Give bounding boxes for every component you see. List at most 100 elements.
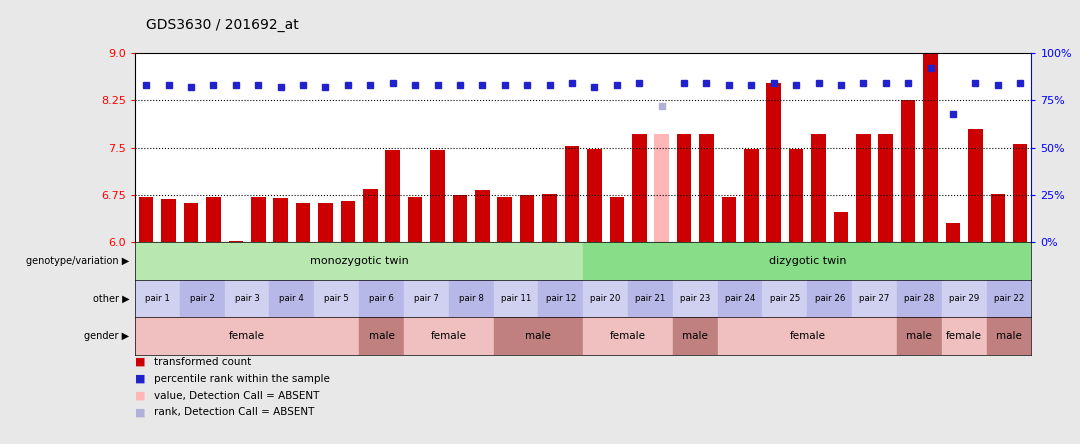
Bar: [629, 280, 673, 317]
Text: pair 24: pair 24: [725, 294, 755, 303]
Text: pair 4: pair 4: [280, 294, 305, 303]
Text: gender ▶: gender ▶: [84, 331, 130, 341]
Bar: [673, 280, 717, 317]
Text: pair 22: pair 22: [994, 294, 1024, 303]
Bar: [363, 189, 378, 242]
Bar: [852, 280, 896, 317]
Text: pair 1: pair 1: [145, 294, 170, 303]
Text: pair 11: pair 11: [501, 294, 531, 303]
Bar: [673, 317, 717, 355]
Text: pair 26: pair 26: [814, 294, 845, 303]
Bar: [923, 52, 937, 242]
Text: pair 12: pair 12: [545, 294, 576, 303]
Text: pair 7: pair 7: [414, 294, 438, 303]
Bar: [609, 197, 624, 242]
Bar: [788, 149, 804, 242]
Bar: [229, 241, 243, 242]
Bar: [968, 129, 983, 242]
Bar: [206, 197, 220, 242]
Bar: [494, 317, 583, 355]
Bar: [856, 134, 870, 242]
Bar: [319, 203, 333, 242]
Text: pair 6: pair 6: [369, 294, 394, 303]
Text: pair 20: pair 20: [591, 294, 621, 303]
Bar: [767, 83, 781, 242]
Bar: [834, 212, 848, 242]
Bar: [588, 149, 602, 242]
Bar: [273, 198, 288, 242]
Text: ■: ■: [135, 391, 146, 400]
Text: pair 21: pair 21: [635, 294, 665, 303]
Bar: [135, 317, 359, 355]
Text: value, Detection Call = ABSENT: value, Detection Call = ABSENT: [154, 391, 320, 400]
Text: pair 23: pair 23: [680, 294, 711, 303]
Bar: [565, 147, 579, 242]
Bar: [135, 242, 583, 280]
Bar: [901, 100, 916, 242]
Text: female: female: [229, 331, 265, 341]
Bar: [583, 317, 673, 355]
Bar: [811, 134, 826, 242]
Bar: [270, 280, 314, 317]
Bar: [359, 280, 404, 317]
Text: GDS3630 / 201692_at: GDS3630 / 201692_at: [146, 18, 298, 32]
Bar: [386, 150, 400, 242]
Bar: [314, 280, 359, 317]
Bar: [990, 194, 1005, 242]
Bar: [878, 134, 893, 242]
Text: pair 8: pair 8: [459, 294, 484, 303]
Bar: [404, 317, 494, 355]
Bar: [942, 280, 986, 317]
Text: male: male: [526, 331, 551, 341]
Bar: [139, 197, 153, 242]
Bar: [449, 280, 494, 317]
Bar: [654, 134, 669, 242]
Bar: [498, 197, 512, 242]
Bar: [744, 149, 758, 242]
Bar: [519, 195, 535, 242]
Bar: [453, 195, 468, 242]
Bar: [721, 197, 737, 242]
Text: female: female: [946, 331, 982, 341]
Text: pair 27: pair 27: [860, 294, 890, 303]
Bar: [184, 203, 199, 242]
Bar: [896, 317, 942, 355]
Text: dizygotic twin: dizygotic twin: [769, 256, 846, 266]
Bar: [583, 280, 629, 317]
Bar: [494, 280, 538, 317]
Text: female: female: [431, 331, 467, 341]
Bar: [942, 317, 986, 355]
Text: ■: ■: [135, 374, 146, 384]
Text: genotype/variation ▶: genotype/variation ▶: [26, 256, 130, 266]
Bar: [717, 317, 896, 355]
Bar: [135, 280, 179, 317]
Bar: [404, 280, 449, 317]
Text: male: male: [683, 331, 708, 341]
Bar: [762, 280, 807, 317]
Text: other ▶: other ▶: [93, 293, 130, 304]
Bar: [430, 150, 445, 242]
Bar: [987, 280, 1031, 317]
Text: pair 25: pair 25: [770, 294, 800, 303]
Bar: [179, 280, 225, 317]
Bar: [538, 280, 583, 317]
Bar: [225, 280, 270, 317]
Bar: [340, 201, 355, 242]
Bar: [296, 203, 310, 242]
Text: rank, Detection Call = ABSENT: rank, Detection Call = ABSENT: [154, 408, 314, 417]
Text: female: female: [789, 331, 825, 341]
Text: ■: ■: [135, 408, 146, 417]
Bar: [359, 317, 404, 355]
Text: monozygotic twin: monozygotic twin: [310, 256, 408, 266]
Text: pair 28: pair 28: [904, 294, 934, 303]
Text: male: male: [996, 331, 1022, 341]
Bar: [475, 190, 489, 242]
Bar: [896, 280, 942, 317]
Bar: [251, 197, 266, 242]
Text: percentile rank within the sample: percentile rank within the sample: [154, 374, 330, 384]
Bar: [946, 223, 960, 242]
Text: pair 2: pair 2: [190, 294, 215, 303]
Bar: [542, 194, 557, 242]
Bar: [1013, 144, 1027, 242]
Text: pair 29: pair 29: [949, 294, 980, 303]
